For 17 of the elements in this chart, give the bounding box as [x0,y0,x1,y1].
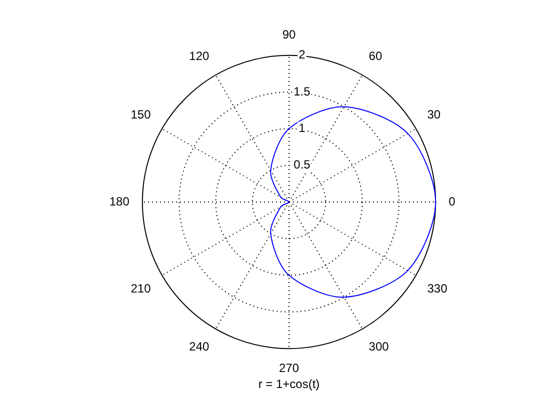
y-tick-label: 0.5 [294,158,311,172]
y-tick-label: 1 [298,121,306,136]
spoke-label: 300 [368,340,390,354]
spoke-label: 30 [427,107,441,122]
spoke-label: 60 [368,48,382,63]
y-tick-label: 1.5 [294,84,311,98]
spoke-label: 240 [189,340,210,354]
y-tick-label: 2 [298,48,306,62]
spoke-label: 210 [130,281,152,296]
spoke-label: 330 [427,281,448,296]
text: r = 1+cos(t) [258,377,320,392]
spoke-label: 150 [130,107,152,122]
spoke-label: 0 [448,194,456,208]
spoke-label: 180 [109,194,130,208]
spoke-label: 90 [282,28,296,42]
spoke-label: 270 [278,361,300,376]
spoke-label: 120 [189,48,210,63]
